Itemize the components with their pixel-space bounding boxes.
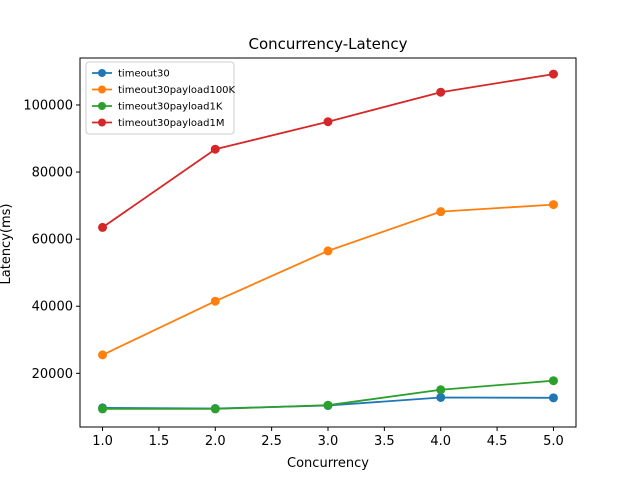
legend-swatch-marker [98, 85, 106, 94]
y-axis: 20000 40000 60000 80000 100000 [23, 98, 80, 382]
y-tick-label: 60000 [32, 233, 73, 248]
data-point [210, 144, 220, 154]
data-point [210, 404, 220, 414]
series-layer [98, 69, 558, 414]
x-tick-label: 4.5 [487, 434, 508, 449]
series-timeout30payload1K [98, 376, 558, 414]
x-axis-label: Concurrency [287, 456, 369, 471]
legend-swatch-marker [98, 102, 106, 110]
series-timeout30payload100K [98, 200, 558, 360]
x-tick-label: 1.0 [92, 434, 113, 449]
x-tick-label: 5.0 [543, 434, 564, 449]
x-tick-label: 2.0 [205, 434, 226, 449]
data-point [323, 246, 333, 256]
series-line [102, 203, 554, 356]
data-point [98, 404, 108, 414]
legend: timeout30 timeout30payload100K timeout30pa… [85, 61, 236, 135]
data-point [98, 350, 108, 360]
data-point [436, 385, 446, 395]
legend-box [85, 61, 235, 135]
data-point [323, 117, 333, 127]
x-tick-label: 4.0 [430, 434, 451, 449]
data-point [548, 200, 558, 210]
data-point [436, 392, 446, 402]
legend-label: timeout30payload1K [118, 102, 223, 113]
y-tick-label: 20000 [32, 367, 73, 382]
series-timeout30payload1M [98, 69, 558, 232]
legend-label: timeout30payload100K [118, 85, 236, 96]
data-point [548, 376, 558, 386]
legend-label: timeout30 [118, 69, 170, 80]
y-tick-label: 40000 [32, 300, 73, 315]
data-point [548, 69, 558, 79]
x-tick-label: 2.5 [261, 434, 282, 449]
y-axis-label: Latency(ms) [0, 204, 14, 285]
x-tick-label: 3.5 [374, 434, 395, 449]
y-tick-label: 100000 [23, 98, 73, 113]
data-point [436, 87, 446, 97]
y-tick-label: 80000 [32, 166, 73, 181]
data-point [210, 296, 220, 306]
x-tick-label: 3.0 [318, 434, 339, 449]
legend-swatch-marker [98, 69, 106, 77]
chart-title: Concurrency-Latency [249, 35, 408, 53]
x-tick-label: 1.5 [149, 434, 170, 449]
x-axis: 1.0 1.5 2.0 2.5 3.0 3.5 4.0 4.5 5.0 [92, 427, 564, 449]
legend-label: timeout30payload1M [118, 118, 224, 129]
legend-swatch-marker [98, 118, 106, 127]
data-point [98, 222, 108, 232]
data-point [323, 400, 333, 410]
data-point [436, 207, 446, 217]
data-point [548, 393, 558, 403]
